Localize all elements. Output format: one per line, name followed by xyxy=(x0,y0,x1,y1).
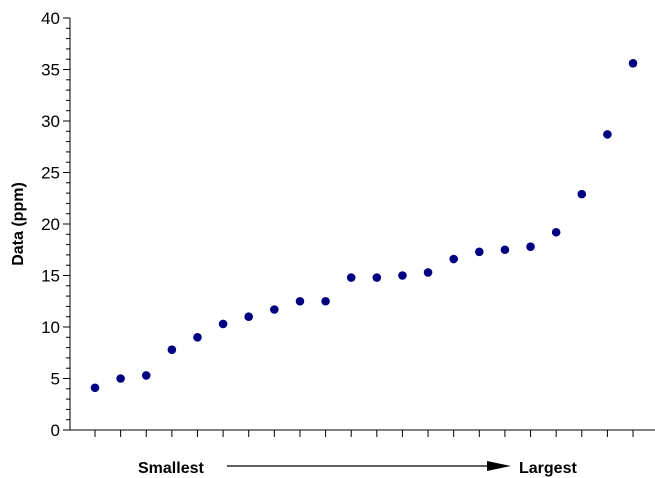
y-tick-label: 15 xyxy=(41,267,60,286)
y-tick-label: 0 xyxy=(51,421,60,440)
data-point xyxy=(295,296,305,306)
x-axis-label-smallest: Smallest xyxy=(138,460,204,477)
data-point xyxy=(628,59,638,68)
data-point xyxy=(141,371,151,380)
data-point xyxy=(372,273,382,282)
y-tick-label: 10 xyxy=(41,318,60,337)
data-point xyxy=(346,273,356,282)
data-point xyxy=(475,247,484,257)
data-point xyxy=(526,242,535,251)
y-tick-label: 20 xyxy=(41,215,60,234)
y-tick-label: 40 xyxy=(41,9,60,28)
data-point xyxy=(116,374,125,383)
data-point xyxy=(577,189,587,199)
y-tick-label: 35 xyxy=(41,61,60,80)
y-axis-title: Data (ppm) xyxy=(10,182,27,266)
data-point xyxy=(500,245,510,255)
data-point xyxy=(551,227,561,237)
x-tick-marks xyxy=(94,430,634,437)
data-point xyxy=(244,312,254,322)
data-points xyxy=(90,59,638,393)
x-axis-title: Smallest Largest xyxy=(138,460,577,477)
data-point xyxy=(423,268,433,277)
y-axis: 0 5 10 15 20 25 30 35 40 xyxy=(41,9,71,440)
x-axis-arrow-head xyxy=(487,461,511,471)
y-tick-labels: 0 5 10 15 20 25 30 35 40 xyxy=(41,9,60,440)
x-axis xyxy=(70,429,655,437)
data-point xyxy=(449,254,458,264)
data-point xyxy=(167,345,177,354)
y-tick-label: 5 xyxy=(51,370,60,389)
data-point xyxy=(218,319,228,329)
data-point xyxy=(321,296,330,306)
data-point xyxy=(90,383,100,393)
y-tick-label: 25 xyxy=(41,164,60,183)
y-tick-marks xyxy=(63,17,70,431)
data-point xyxy=(193,333,202,342)
data-point xyxy=(398,271,407,280)
data-point xyxy=(603,130,612,139)
y-tick-label: 30 xyxy=(41,112,60,131)
x-axis-label-largest: Largest xyxy=(519,460,577,477)
data-point xyxy=(270,305,279,314)
